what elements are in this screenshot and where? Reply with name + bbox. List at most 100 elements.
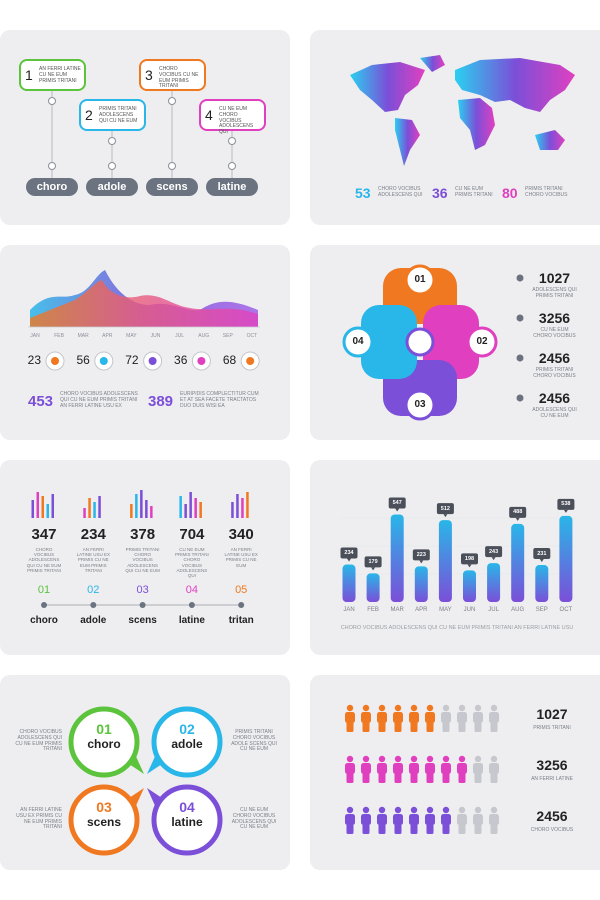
value-callout: [436, 503, 454, 515]
person-head: [362, 704, 370, 712]
person-legs: [410, 721, 418, 732]
person-body: [473, 763, 483, 774]
callout-tail: [563, 509, 568, 513]
bubble-number: 03: [96, 799, 112, 815]
person-icon: [409, 755, 419, 783]
person-icon: [345, 704, 355, 732]
bubble-text: CU NE EUM CHORO VOCIBUS ADOLESCENS QUI C…: [231, 807, 277, 831]
person-body: [489, 814, 499, 825]
person-legs: [474, 721, 482, 732]
person-head: [490, 704, 498, 712]
x-tick-label: APR: [415, 607, 428, 613]
person-icon: [425, 704, 435, 732]
person-head: [426, 704, 434, 712]
callout-box: [79, 99, 146, 131]
bar: [559, 515, 573, 602]
marker-dot: [99, 357, 108, 365]
stat-text: ADOLESCENS QUI CU NE EUM: [532, 407, 577, 419]
marker-dot: [197, 357, 206, 365]
pill: [146, 178, 198, 196]
value-label: 538: [561, 501, 571, 508]
step-text: CHORO VOCIBUS CU NE EUM PRIMIS TRITANI: [159, 66, 199, 90]
bubble: [151, 706, 223, 778]
node: [228, 162, 236, 170]
step-number: 05: [235, 584, 248, 596]
person-legs: [442, 721, 450, 732]
x-tick-label: MAR: [390, 607, 404, 613]
stat-value: 453: [28, 393, 54, 410]
person-head: [346, 806, 354, 814]
person-icon: [441, 755, 451, 783]
stat-text: PRIMIS TRITANI CHORO VOCIBUS: [533, 367, 576, 379]
person-legs: [442, 772, 450, 783]
person-legs: [458, 772, 466, 783]
item-text: CHORO VOCIBUS ADOLESCENS QUI CU NE EUM P…: [26, 547, 62, 573]
person-legs: [362, 823, 370, 834]
marker-value: 72: [125, 353, 139, 367]
month-label: MAY: [126, 333, 137, 339]
bar: [487, 563, 501, 602]
step-label: latine: [178, 615, 205, 626]
person-legs: [426, 823, 434, 834]
people-value: 1027: [536, 706, 568, 722]
item-text: PRIMIS TRITANI CHORO VOCIBUS ADOLESCENS …: [125, 547, 160, 573]
person-head: [426, 755, 434, 763]
people-value: 3256: [536, 757, 568, 773]
x-tick-label: AUG: [511, 607, 525, 613]
bubble-text: CHORO VOCIBUS ADOLESCENS QUI CU NE EUM P…: [15, 729, 62, 753]
person-legs: [394, 772, 402, 783]
item-value: 378: [130, 526, 156, 543]
eq-bar: [241, 498, 244, 518]
value-callout: [557, 498, 575, 510]
person-body: [473, 712, 483, 723]
segment-number: 04: [352, 336, 364, 347]
month-label: OCT: [246, 333, 258, 339]
stat-text: CHORO VOCIBUS ADOLESCENS QUI: [378, 186, 423, 198]
eq-bar: [41, 496, 44, 518]
person-icon: [345, 806, 355, 834]
person-head: [362, 755, 370, 763]
marker-value: 56: [76, 353, 90, 367]
person-body: [361, 712, 371, 723]
bubble-number: 02: [179, 721, 195, 737]
segment-number: 01: [414, 274, 426, 285]
pill-label: scens: [156, 181, 188, 193]
person-body: [377, 814, 387, 825]
timeline-dot: [188, 602, 195, 608]
x-tick-label: JUN: [463, 607, 476, 613]
stat-text: PRIMIS TRITANI CHORO VOCIBUS: [525, 186, 568, 198]
pill-label: adole: [97, 181, 127, 193]
timeline-dot: [90, 602, 97, 608]
value-callout: [364, 556, 382, 568]
segment-number: 03: [414, 399, 426, 410]
eq-bar: [236, 494, 239, 518]
person-head: [426, 806, 434, 814]
person-icon: [377, 806, 387, 834]
person-head: [442, 704, 450, 712]
person-legs: [378, 823, 386, 834]
step-number: 1: [25, 67, 33, 83]
person-head: [378, 755, 386, 763]
person-body: [489, 763, 499, 774]
person-head: [378, 806, 386, 814]
bar: [342, 564, 356, 602]
step-number: 03: [136, 584, 149, 596]
pill-label: latine: [217, 181, 247, 193]
value-callout: [533, 548, 551, 560]
callout-tail: [395, 508, 400, 512]
pill: [26, 178, 78, 196]
bar: [366, 573, 380, 602]
callout-tail: [539, 559, 544, 563]
person-body: [425, 712, 435, 723]
callout-box: [139, 59, 206, 91]
person-icon: [393, 755, 403, 783]
number-ring: [404, 264, 436, 296]
person-head: [458, 806, 466, 814]
person-legs: [362, 772, 370, 783]
person-legs: [490, 721, 498, 732]
chart-caption: CHORO VOCIBUS ADOLESCENS QUI CU NE EUM P…: [340, 625, 574, 631]
bar: [463, 570, 476, 602]
bubble-label: adole: [171, 737, 203, 751]
person-head: [394, 704, 402, 712]
stat-value: 2456: [538, 350, 571, 366]
